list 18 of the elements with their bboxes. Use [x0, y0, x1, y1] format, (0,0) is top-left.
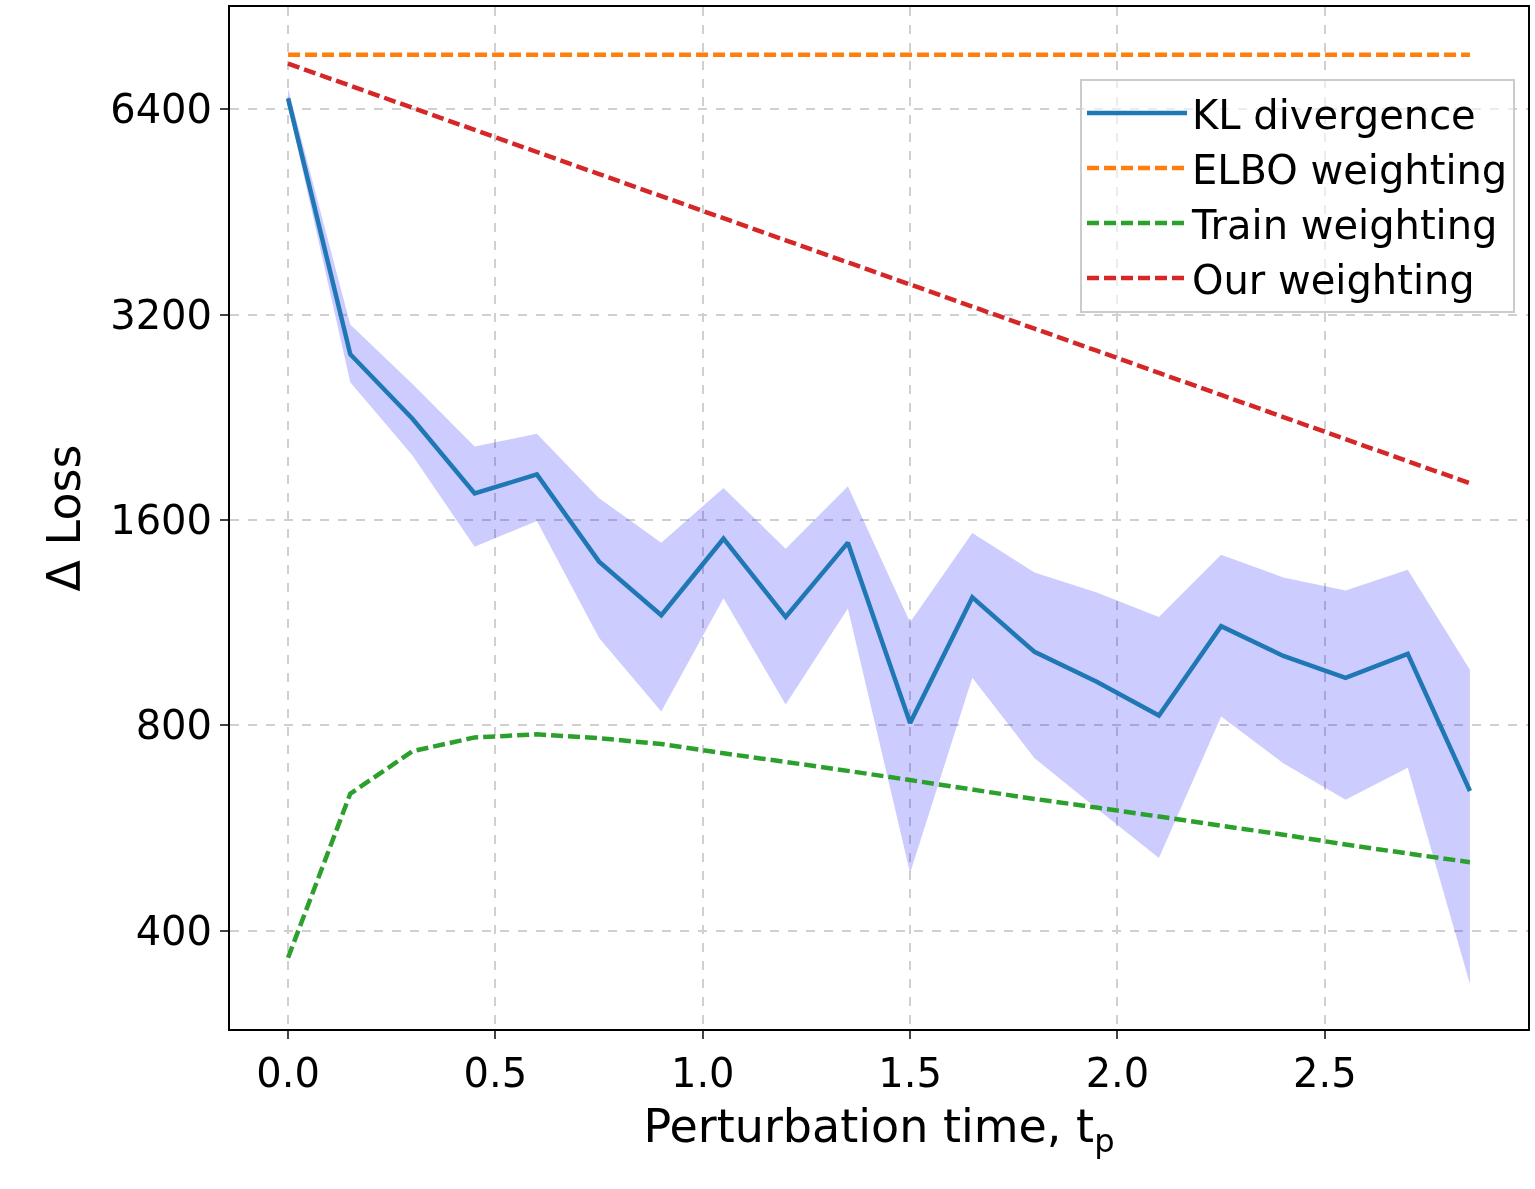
x-tick-label: 0.5: [463, 1050, 528, 1096]
y-axis-title: Δ Loss: [37, 444, 92, 592]
y-tick-label: 1600: [110, 496, 212, 543]
y-tick-label: 400: [135, 907, 212, 954]
x-tick-label: 0.0: [256, 1050, 320, 1096]
x-axis-title: Perturbation time, t$_{p}$: [643, 1099, 1115, 1160]
y-tick-label: 3200: [110, 291, 212, 338]
x-tick-label: 1.5: [878, 1050, 942, 1096]
legend-label: KL divergence: [1192, 91, 1476, 138]
y-tick-label: 6400: [110, 86, 212, 133]
legend-label: Train weighting: [1191, 201, 1498, 248]
x-tick-label: 1.0: [670, 1050, 735, 1096]
legend-label: ELBO weighting: [1192, 146, 1508, 193]
line-series: [285, 732, 1473, 961]
legend-label: Our weighting: [1192, 256, 1475, 303]
y-tick-label: 800: [135, 702, 212, 749]
x-tick-label: 2.0: [1085, 1050, 1150, 1096]
x-tick-label: 2.5: [1292, 1050, 1357, 1096]
